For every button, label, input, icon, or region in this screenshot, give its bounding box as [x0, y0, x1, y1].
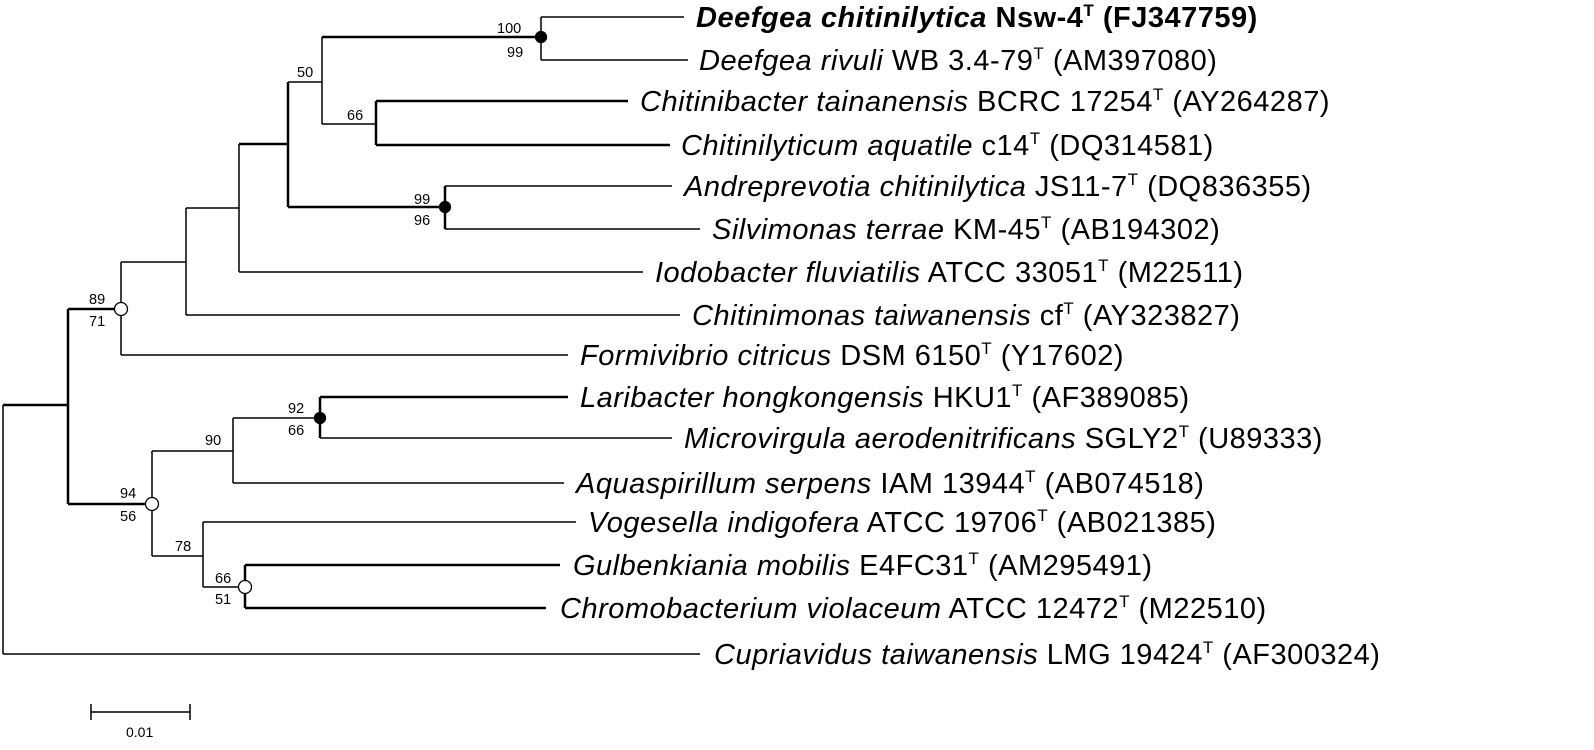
- taxon-label: Chitinimonas taiwanensis cfT (AY323827): [692, 299, 1240, 332]
- taxon-label: Aquaspirillum serpens IAM 13944T (AB0745…: [574, 467, 1204, 500]
- bootstrap-value: 66: [288, 423, 304, 439]
- taxon-label: Andreprevotia chitinilytica JS11-7T (DQ8…: [682, 170, 1312, 203]
- scale-bar: 0.01: [90, 704, 191, 740]
- taxon-label: Deefgea chitinilytica Nsw-4T (FJ347759): [696, 1, 1258, 34]
- node-marker-filled: [438, 200, 452, 214]
- bootstrap-value: 51: [215, 592, 231, 608]
- bootstrap-value: 89: [89, 292, 105, 308]
- bootstrap-value: 66: [215, 571, 231, 587]
- taxon-label: Vogesella indigofera ATCC 19706T (AB0213…: [588, 506, 1216, 539]
- bootstrap-value: 99: [414, 192, 430, 208]
- taxon-label: Silvimonas terrae KM-45T (AB194302): [712, 213, 1220, 246]
- node-marker-open: [113, 301, 129, 317]
- node-marker-filled: [313, 411, 327, 425]
- bootstrap-value: 92: [288, 401, 304, 417]
- bootstrap-values: 100 99 50 66 99 96 89 71 92 66 90 94 56 …: [89, 21, 523, 608]
- node-marker-open: [237, 579, 253, 595]
- node-marker-filled: [534, 30, 548, 44]
- bootstrap-value: 78: [175, 539, 191, 555]
- scale-bar-label: 0.01: [126, 724, 153, 740]
- taxon-label: Deefgea rivuli WB 3.4-79T (AM397080): [699, 44, 1217, 77]
- bootstrap-value: 100: [497, 21, 521, 37]
- bootstrap-value: 71: [89, 314, 105, 330]
- bootstrap-value: 50: [297, 65, 313, 81]
- node-marker-open: [144, 496, 160, 512]
- taxon-label: Chitinilyticum aquatile c14T (DQ314581): [681, 129, 1214, 162]
- bootstrap-value: 99: [507, 45, 523, 61]
- bootstrap-value: 94: [120, 486, 136, 502]
- taxon-label: Gulbenkiania mobilis E4FC31T (AM295491): [573, 549, 1153, 582]
- taxon-labels: Deefgea chitinilytica Nsw-4T (FJ347759) …: [560, 1, 1380, 671]
- taxon-label: Iodobacter fluviatilis ATCC 33051T (M225…: [655, 256, 1244, 289]
- taxon-label: Cupriavidus taiwanensis LMG 19424T (AF30…: [714, 638, 1380, 671]
- taxon-label: Laribacter hongkongensis HKU1T (AF389085…: [580, 381, 1190, 414]
- taxon-label: Formivibrio citricus DSM 6150T (Y17602): [580, 339, 1124, 372]
- bootstrap-value: 56: [120, 509, 136, 525]
- taxon-label: Microvirgula aerodenitrificans SGLY2T (U…: [684, 422, 1323, 455]
- taxon-label: Chromobacterium violaceum ATCC 12472T (M…: [560, 592, 1267, 625]
- bootstrap-value: 96: [414, 213, 430, 229]
- tree-branches: [2, 16, 700, 655]
- node-markers: [113, 30, 548, 595]
- taxon-label: Chitinibacter tainanensis BCRC 17254T (A…: [640, 85, 1330, 118]
- bootstrap-value: 66: [347, 108, 363, 124]
- bootstrap-value: 90: [205, 433, 221, 449]
